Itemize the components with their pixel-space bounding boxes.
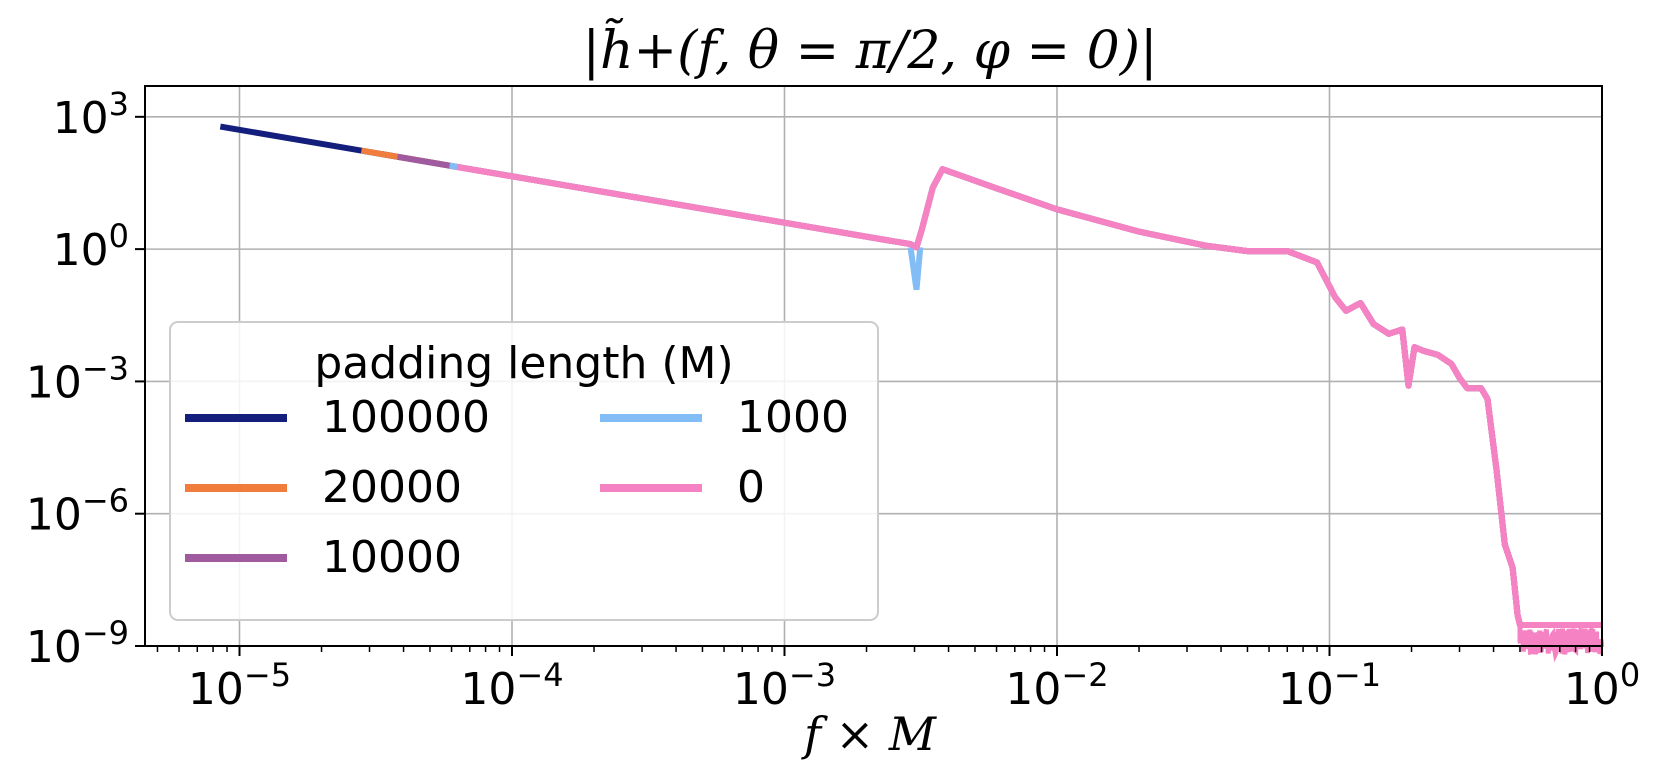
- y-tick-label: 10−9: [26, 614, 129, 673]
- x-tick-label: 10−4: [460, 656, 563, 715]
- legend-title: padding length (M): [314, 338, 733, 389]
- x-tick-label: 100: [1564, 656, 1640, 715]
- legend-label-2: 10000: [322, 532, 462, 583]
- series-line-4-top: [456, 164, 1602, 628]
- y-tick-label: 10−3: [26, 349, 129, 408]
- x-axis-label: f × M: [801, 707, 938, 761]
- y-tick-label: 10−6: [26, 482, 129, 541]
- x-tick-label: 10−1: [1278, 656, 1381, 715]
- y-tick-label: 100: [53, 217, 129, 276]
- series-dip-1000: [907, 246, 924, 291]
- x-tick-label: 10−5: [188, 656, 291, 715]
- x-tick-label: 10−2: [1005, 656, 1108, 715]
- legend-label-1: 20000: [322, 462, 462, 513]
- x-axis: 10−5 10−4 10−3 10−2 10−1 100: [156, 646, 1640, 715]
- legend-label-3: 1000: [737, 392, 849, 443]
- legend-label-0: 100000: [322, 392, 490, 443]
- x-tick-label: 10−3: [733, 656, 836, 715]
- series-layer: [219, 123, 1605, 663]
- legend-label-4: 0: [737, 462, 765, 513]
- chart-title: |h̃+(f, θ = π/2, φ = 0)|: [582, 18, 1157, 81]
- y-axis: 103 100 10−3 10−6 10−9: [26, 85, 145, 673]
- y-tick-label: 103: [53, 85, 129, 144]
- plot-frame: [144, 85, 1603, 647]
- legend-box: [169, 321, 879, 621]
